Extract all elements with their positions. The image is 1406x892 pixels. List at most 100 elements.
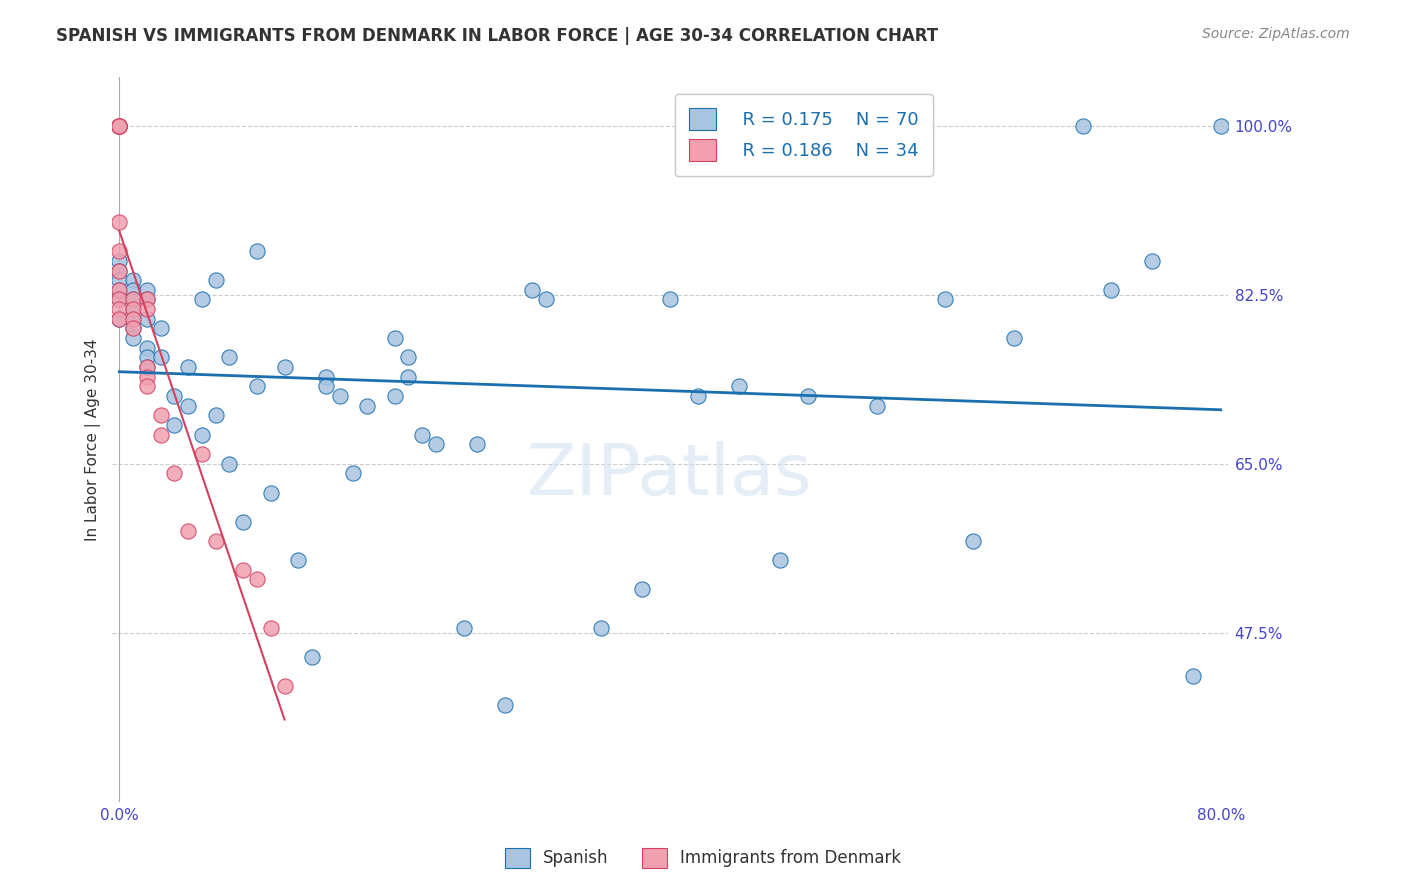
Point [108, 253, 131, 268]
Point [315, 379, 337, 393]
Y-axis label: In Labor Force | Age 30-34: In Labor Force | Age 30-34 [86, 338, 101, 541]
Point [122, 321, 145, 335]
Point [260, 485, 283, 500]
Point [122, 311, 145, 326]
Point [149, 409, 172, 423]
Point [246, 573, 269, 587]
Point [342, 467, 364, 481]
Point [631, 582, 654, 596]
Point [232, 515, 254, 529]
Point [108, 119, 131, 133]
Point [191, 293, 214, 307]
Point [135, 293, 157, 307]
Point [191, 447, 214, 461]
Point [135, 293, 157, 307]
Point [453, 621, 475, 635]
Point [232, 563, 254, 577]
Point [1099, 283, 1122, 297]
Point [934, 293, 956, 307]
Point [1002, 331, 1025, 345]
Point [1209, 119, 1232, 133]
Point [465, 437, 488, 451]
Point [315, 369, 337, 384]
Point [122, 273, 145, 287]
Point [108, 119, 131, 133]
Point [686, 389, 709, 403]
Point [384, 389, 406, 403]
Point [108, 311, 131, 326]
Point [122, 302, 145, 317]
Point [273, 360, 295, 375]
Point [122, 293, 145, 307]
Point [108, 119, 131, 133]
Point [246, 244, 269, 259]
Point [163, 467, 186, 481]
Text: SPANISH VS IMMIGRANTS FROM DENMARK IN LABOR FORCE | AGE 30-34 CORRELATION CHART: SPANISH VS IMMIGRANTS FROM DENMARK IN LA… [56, 27, 938, 45]
Point [108, 244, 131, 259]
Point [411, 427, 433, 442]
Point [122, 302, 145, 317]
Point [163, 417, 186, 432]
Point [135, 379, 157, 393]
Point [769, 553, 792, 567]
Legend:   R = 0.175    N = 70,   R = 0.186    N = 34: R = 0.175 N = 70, R = 0.186 N = 34 [675, 94, 932, 176]
Point [135, 302, 157, 317]
Point [287, 553, 309, 567]
Point [384, 331, 406, 345]
Point [218, 457, 240, 471]
Point [122, 321, 145, 335]
Point [356, 399, 378, 413]
Point [177, 524, 200, 539]
Point [108, 119, 131, 133]
Point [122, 293, 145, 307]
Point [1071, 119, 1094, 133]
Point [260, 621, 283, 635]
Point [191, 427, 214, 442]
Point [135, 311, 157, 326]
Point [108, 293, 131, 307]
Point [122, 283, 145, 297]
Point [122, 311, 145, 326]
Point [108, 119, 131, 133]
Text: ZIPatlas: ZIPatlas [527, 442, 813, 510]
Point [149, 321, 172, 335]
Point [149, 427, 172, 442]
Point [108, 311, 131, 326]
Point [135, 369, 157, 384]
Point [728, 379, 751, 393]
Point [149, 351, 172, 365]
Point [177, 399, 200, 413]
Point [108, 119, 131, 133]
Point [796, 389, 818, 403]
Point [494, 698, 516, 712]
Point [204, 409, 226, 423]
Point [273, 679, 295, 693]
Legend: Spanish, Immigrants from Denmark: Spanish, Immigrants from Denmark [498, 841, 908, 875]
Point [108, 283, 131, 297]
Point [135, 360, 157, 375]
Point [177, 360, 200, 375]
Point [108, 283, 131, 297]
Point [108, 119, 131, 133]
Point [1140, 253, 1163, 268]
Point [135, 283, 157, 297]
Point [329, 389, 352, 403]
Point [108, 119, 131, 133]
Text: Source: ZipAtlas.com: Source: ZipAtlas.com [1202, 27, 1350, 41]
Point [204, 273, 226, 287]
Point [204, 533, 226, 548]
Point [396, 369, 419, 384]
Point [135, 360, 157, 375]
Point [163, 389, 186, 403]
Point [135, 351, 157, 365]
Point [865, 399, 887, 413]
Point [425, 437, 447, 451]
Point [1182, 669, 1205, 683]
Point [246, 379, 269, 393]
Point [135, 341, 157, 355]
Point [108, 263, 131, 277]
Point [108, 293, 131, 307]
Point [396, 351, 419, 365]
Point [122, 331, 145, 345]
Point [108, 302, 131, 317]
